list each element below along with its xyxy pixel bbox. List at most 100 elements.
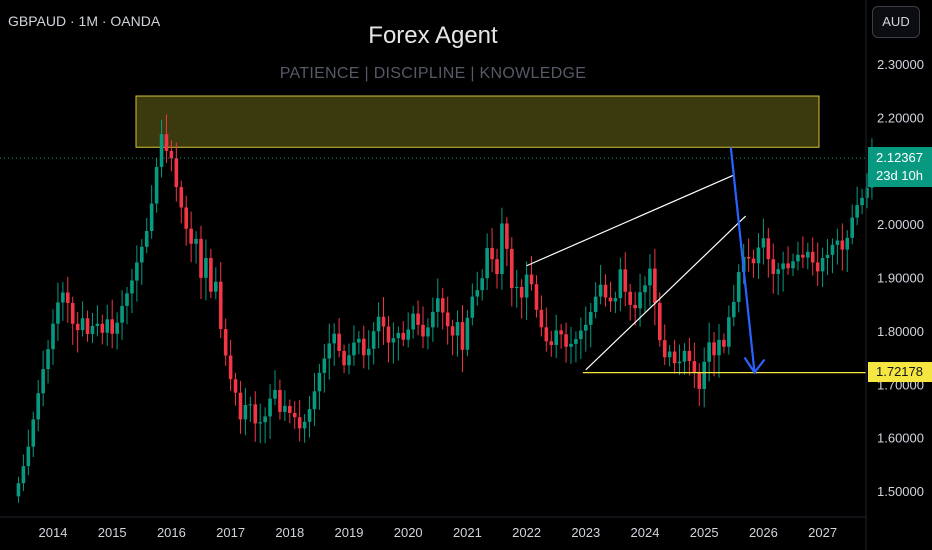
candle-body (268, 398, 272, 417)
candle-body (840, 240, 845, 250)
candle (75, 312, 80, 353)
candle-body (648, 268, 652, 286)
candle (238, 380, 243, 434)
candle-body (820, 258, 825, 272)
candle (61, 282, 65, 321)
candle-body (786, 263, 790, 269)
candle-body (421, 324, 425, 337)
candle-body (125, 293, 129, 306)
candle (860, 188, 864, 215)
candle (534, 275, 539, 318)
candle (26, 429, 31, 476)
candle (288, 399, 292, 424)
x-tick-label: 2020 (394, 525, 423, 540)
candle-body (189, 228, 193, 244)
currency-button[interactable]: AUD (872, 6, 920, 38)
candle (312, 372, 317, 427)
candle-body (381, 316, 386, 327)
candle-body (584, 324, 588, 331)
candle (317, 363, 322, 410)
candle-body (174, 158, 179, 188)
candle (209, 248, 213, 299)
candle-body (75, 323, 80, 331)
candle (618, 257, 623, 312)
candle (416, 300, 420, 336)
candle (376, 302, 381, 349)
candle (110, 299, 114, 349)
candle (292, 401, 297, 429)
candle (218, 261, 223, 339)
candle-body (312, 391, 317, 410)
candle-body (732, 301, 736, 318)
candle (357, 331, 361, 355)
candle (544, 307, 549, 352)
candle (366, 330, 371, 370)
candle (529, 256, 534, 291)
candle (598, 264, 603, 305)
candle (682, 343, 687, 375)
candle (70, 296, 75, 345)
candle-body (830, 244, 835, 255)
candle-body (332, 333, 336, 344)
candle (835, 228, 840, 265)
candle (766, 227, 771, 278)
y-tick-label: 1.60000 (877, 431, 924, 446)
candle (337, 317, 341, 358)
candle-body (278, 389, 282, 412)
y-tick-label: 1.90000 (877, 271, 924, 286)
candle-body (539, 309, 544, 328)
candle-body (288, 405, 292, 413)
candle (223, 318, 228, 366)
candle-body (815, 262, 820, 272)
x-tick-label: 2017 (216, 525, 245, 540)
candle-body (302, 421, 307, 429)
candle-body (26, 446, 31, 467)
candle (475, 271, 480, 306)
x-tick-label: 2016 (157, 525, 186, 540)
candle-body (574, 339, 578, 344)
candle-body (169, 150, 174, 159)
watermark-subtitle: PATIENCE | DISCIPLINE | KNOWLEDGE (279, 65, 587, 82)
candle (677, 344, 682, 375)
candle-body (806, 251, 810, 258)
candle-body (445, 312, 450, 327)
candle (297, 400, 302, 442)
candle-body (495, 259, 499, 275)
candle-body (490, 247, 494, 260)
candle (633, 291, 637, 326)
candle-body (140, 246, 144, 263)
candle (36, 380, 40, 432)
candle (342, 344, 346, 373)
candle-body (855, 205, 859, 218)
symbol-label[interactable]: GBPAUD · 1M · OANDA (8, 13, 161, 29)
candle-body (110, 319, 114, 334)
candle (519, 279, 524, 319)
candle (850, 204, 854, 245)
candle (687, 337, 692, 376)
candle (90, 312, 95, 344)
candle-body (46, 349, 50, 370)
candle (268, 384, 272, 439)
candle (761, 218, 766, 265)
candle-body (687, 350, 692, 362)
candle (820, 247, 825, 288)
candle-body (603, 284, 608, 298)
candle-body (352, 342, 356, 356)
candle-body (347, 355, 351, 366)
candle (194, 231, 198, 264)
candle (322, 344, 327, 393)
x-tick-label: 2024 (631, 525, 660, 540)
candle-body (810, 251, 815, 263)
candle (214, 267, 218, 300)
candle-body (362, 338, 366, 356)
candle (431, 297, 435, 342)
candle-body (860, 197, 864, 206)
candle-body (51, 323, 55, 350)
candle-body (796, 254, 800, 262)
candle (707, 322, 711, 382)
candle (421, 306, 425, 349)
candle-body (317, 372, 322, 392)
candle (574, 331, 578, 363)
candle (302, 414, 307, 443)
candle (510, 237, 514, 307)
